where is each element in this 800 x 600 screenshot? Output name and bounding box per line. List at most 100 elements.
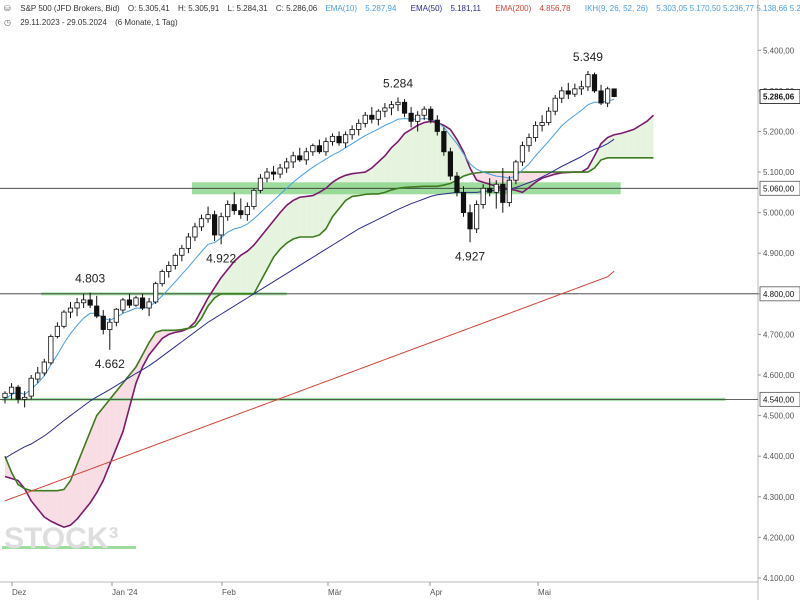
ichimoku-cloud-segment [607, 134, 615, 158]
candle-body [578, 86, 585, 90]
y-tick-label: 5.200,00 [763, 127, 795, 136]
y-tick-label: 4.500,00 [763, 412, 795, 421]
candle-body [15, 386, 21, 400]
ichimoku-cloud-segment [63, 480, 71, 528]
price-annotation: 5.349 [573, 50, 603, 64]
ichimoku-cloud-segment [398, 133, 405, 189]
ichimoku-cloud-segment [142, 342, 150, 367]
indicator-ikh[interactable]: IKH(9, 26, 52, 26) 5.303,05 5.170,50 5.2… [584, 4, 800, 13]
ichimoku-cloud-segment [286, 200, 294, 244]
y-tick-label: 5.400,00 [763, 46, 795, 55]
ichimoku-cloud-segment [122, 375, 130, 432]
price-label-box [759, 89, 800, 104]
indicator-ema10[interactable]: EMA(10) 5.287,94 [325, 4, 397, 13]
price-annotation: 4.922 [206, 251, 236, 265]
candle-body [336, 135, 342, 144]
candle-body [473, 204, 480, 230]
ichimoku-cloud-segment [149, 332, 156, 355]
candle-body [460, 191, 467, 214]
price-label: 4.540,00 [763, 395, 795, 404]
ema50-line [4, 138, 615, 459]
y-tick-label: 4.600,00 [763, 371, 795, 380]
ichimoku-cloud-segment [483, 172, 490, 185]
ichimoku-cloud-segment [633, 125, 641, 158]
ichimoku-cloud-segment [476, 172, 484, 183]
candle-body [428, 108, 434, 121]
price-annotation: 4.927 [455, 249, 485, 263]
candle-body [342, 134, 349, 144]
candle-body [303, 151, 309, 161]
price-annotation: 4.803 [75, 272, 105, 286]
ichimoku-cloud-segment [234, 255, 241, 294]
candle-body [172, 254, 178, 266]
ichimoku-cloud-segment [90, 415, 97, 503]
senkou-span-b-line [4, 157, 654, 492]
ichimoku-cloud-segment [208, 287, 215, 306]
ichimoku-cloud-segment [646, 115, 654, 158]
candle-body [159, 271, 165, 285]
ichimoku-cloud-segment [109, 391, 117, 465]
candle-body [552, 97, 558, 112]
candle-body [415, 114, 421, 122]
ichimoku-cloud-segment [77, 448, 84, 520]
ichimoku-cloud-segment [299, 196, 307, 237]
indicator-ema50[interactable]: EMA(50) 5.181,11 [410, 4, 481, 13]
candle-body [205, 214, 211, 220]
candle-body [382, 107, 388, 112]
ichimoku-cloud-segment [221, 269, 228, 294]
ichimoku-cloud-segment [404, 129, 412, 188]
candle-body [323, 141, 329, 153]
indicator-ema200[interactable]: EMA(200) 4.856,78 [495, 4, 571, 13]
ichimoku-cloud-segment [260, 228, 267, 282]
ichimoku-cloud-segment [384, 147, 392, 193]
candle-body [120, 299, 126, 311]
candle-body [218, 216, 224, 236]
candle-body [74, 302, 80, 309]
ichimoku-cloud-segment [70, 464, 78, 526]
candle-body [54, 325, 61, 337]
candle-body [565, 90, 571, 95]
candle-body [126, 299, 133, 306]
candle-body [362, 114, 368, 124]
candle-body [572, 88, 578, 95]
candle-body [454, 175, 460, 193]
candle-body [107, 321, 113, 330]
candle-body [447, 151, 454, 177]
candle-body [605, 88, 611, 104]
candle-body [500, 183, 506, 203]
candle-body [467, 212, 473, 230]
candle-body [166, 265, 172, 272]
candle-body [8, 386, 15, 394]
instrument-name: S&P 500 (JFD Brokers, Bid) [20, 4, 120, 13]
ichimoku-cloud-segment [96, 407, 104, 493]
candle-body [356, 122, 362, 130]
candle-body [546, 110, 552, 123]
ohlc-low: L: 5.284,31 [227, 4, 268, 13]
candle-body [153, 283, 159, 303]
candle-body [329, 135, 336, 143]
y-tick-label: 4.700,00 [763, 330, 795, 339]
ichimoku-cloud-segment [430, 121, 438, 187]
ichimoku-cloud-segment [103, 399, 110, 481]
ema10-line [4, 98, 615, 400]
ichimoku-cloud-segment [640, 121, 647, 158]
ichimoku-cloud-segment [57, 489, 64, 528]
y-tick-label: 4.300,00 [763, 493, 795, 502]
candle-body [198, 218, 205, 228]
ichimoku-cloud-segment [240, 251, 248, 294]
ichimoku-cloud-segment [136, 354, 143, 384]
ichimoku-cloud-segment [273, 212, 281, 258]
candle-body [48, 336, 54, 364]
candle-body [192, 226, 198, 238]
ichimoku-cloud-segment [267, 220, 274, 270]
candle-body [487, 187, 493, 193]
chart-header: ⛁ S&P 500 (JFD Brokers, Bid) O: 5.305,41… [4, 4, 800, 13]
candle-body [539, 122, 545, 126]
candle-body [238, 210, 244, 216]
candle-body [375, 110, 381, 120]
ichimoku-cloud-segment [280, 205, 287, 250]
candle-body [179, 247, 185, 256]
candle-body [22, 396, 28, 400]
ichimoku-cloud-segment [627, 129, 634, 158]
